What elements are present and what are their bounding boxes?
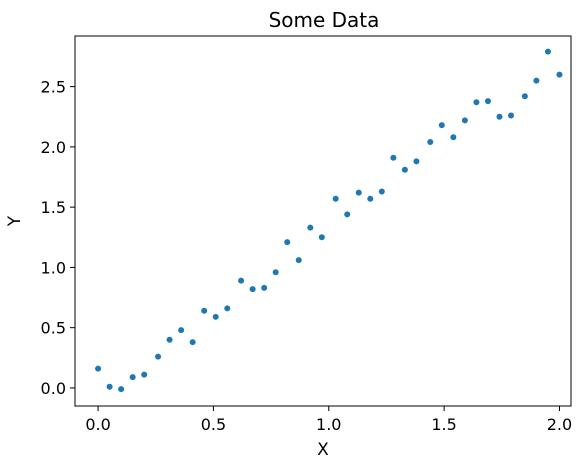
y-tick-label: 1.5	[41, 198, 66, 217]
y-axis: 0.0 0.5 1.0 1.5 2.0 2.5	[41, 78, 75, 398]
data-point	[367, 195, 374, 202]
data-point	[272, 269, 279, 276]
data-point	[496, 113, 503, 120]
x-tick-label: 0.0	[85, 415, 110, 434]
data-point	[438, 122, 445, 129]
plot-frame	[74, 35, 572, 407]
data-point	[355, 189, 362, 196]
x-axis-label: X	[317, 440, 329, 460]
data-point	[118, 386, 125, 393]
data-point	[284, 239, 291, 246]
data-point	[508, 112, 515, 119]
y-axis-label: Y	[5, 215, 25, 227]
data-point	[95, 365, 102, 372]
y-tick-label: 2.0	[41, 138, 66, 157]
chart-title: Some Data	[269, 8, 380, 32]
data-point	[413, 158, 420, 165]
data-points	[95, 48, 563, 393]
data-point	[556, 71, 563, 78]
data-point	[201, 307, 208, 314]
data-point	[166, 336, 173, 343]
x-tick-label: 0.5	[201, 415, 226, 434]
data-point	[473, 99, 480, 106]
data-point	[106, 383, 113, 390]
data-point	[461, 117, 468, 124]
data-point	[378, 188, 385, 195]
x-tick-label: 1.5	[431, 415, 456, 434]
data-point	[295, 257, 302, 264]
data-point	[212, 313, 219, 320]
data-point	[189, 339, 196, 346]
data-point	[141, 371, 148, 378]
y-tick-label: 1.0	[41, 258, 66, 277]
data-point	[129, 374, 136, 381]
y-tick-label: 0.5	[41, 319, 66, 338]
data-point	[427, 139, 434, 146]
data-point	[261, 284, 268, 291]
data-point	[450, 134, 457, 141]
data-point	[521, 93, 528, 100]
data-point	[332, 195, 339, 202]
data-point	[155, 353, 162, 360]
data-point	[178, 327, 185, 334]
x-tick-label: 2.0	[547, 415, 572, 434]
data-point	[484, 98, 491, 105]
data-point	[238, 277, 245, 284]
y-tick-label: 2.5	[41, 78, 66, 97]
data-point	[318, 234, 325, 241]
data-point	[401, 166, 408, 173]
y-tick-label: 0.0	[41, 379, 66, 398]
data-point	[390, 154, 397, 161]
data-point	[344, 211, 351, 218]
x-axis: 0.0 0.5 1.0 1.5 2.0	[85, 406, 572, 434]
data-point	[544, 48, 551, 55]
x-tick-label: 1.0	[316, 415, 341, 434]
data-point	[307, 224, 314, 231]
data-point	[224, 305, 231, 312]
data-point	[533, 77, 540, 84]
data-point	[249, 286, 256, 293]
